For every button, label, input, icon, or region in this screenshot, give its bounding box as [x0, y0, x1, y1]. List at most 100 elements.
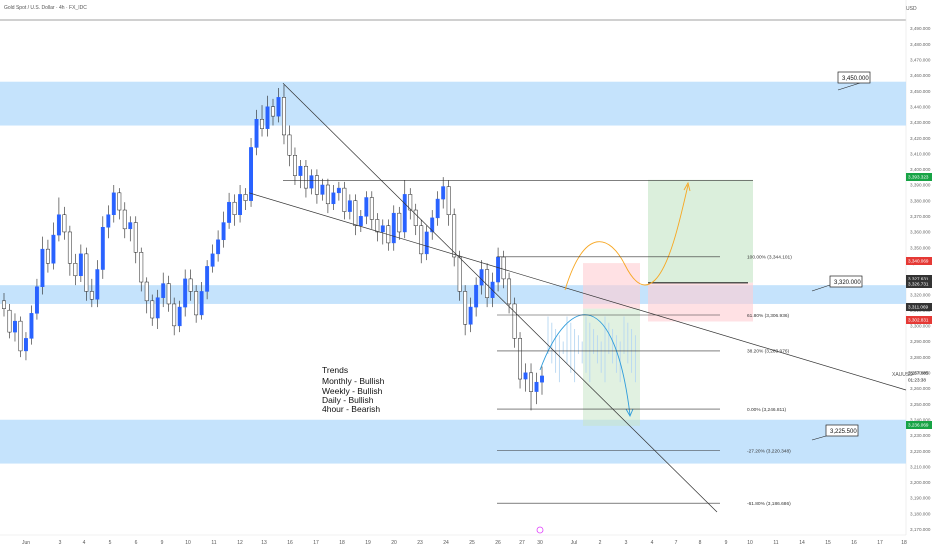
price-tick-label: 3,260.000	[910, 386, 931, 391]
time-tick-label: 17	[313, 540, 319, 546]
trend-drawings	[248, 83, 907, 513]
price-tick-label: 3,370.000	[910, 214, 931, 219]
candle	[122, 202, 127, 239]
price-tick-label: 3,490.000	[910, 26, 931, 31]
candle	[474, 277, 479, 317]
candle	[303, 159, 308, 198]
price-tick-label: 3,300.000	[910, 324, 931, 329]
candle	[309, 169, 314, 195]
price-tick-label: 3,250.000	[910, 402, 931, 407]
price-badge: 3,311.069	[906, 303, 932, 311]
time-tick-label: 23	[417, 540, 423, 546]
candle	[166, 275, 171, 312]
candle	[2, 292, 6, 317]
position-boxes	[583, 179, 753, 426]
candle	[106, 205, 111, 239]
candle	[144, 277, 149, 314]
candle	[177, 300, 182, 333]
time-tick-label: 24	[443, 540, 449, 546]
candlestick-series	[2, 84, 636, 411]
price-tick-label: 3,480.000	[910, 42, 931, 47]
candle	[347, 194, 352, 220]
candle	[45, 239, 50, 273]
time-tick-label: Jul	[571, 540, 577, 546]
price-badge: 3,340.069	[906, 257, 932, 265]
candle	[452, 208, 457, 267]
candle	[243, 188, 248, 211]
candle	[331, 185, 336, 211]
price-tick-label: 3,190.000	[910, 496, 931, 501]
time-tick-label: 9	[161, 540, 164, 546]
candle	[358, 210, 363, 232]
price-callout-3450[interactable]: 3,450.000	[837, 71, 871, 91]
candle	[199, 282, 204, 320]
trend-weekly: Weekly - Bullish	[322, 386, 383, 396]
zone-band	[0, 81, 906, 126]
candle	[353, 194, 358, 236]
candle	[100, 216, 105, 279]
fib-level-label: 38.20% (3,283.976)	[747, 349, 790, 355]
price-badge: 3,267.885	[908, 371, 929, 376]
price-tick-label: 3,320.000	[910, 292, 931, 297]
candle	[40, 236, 45, 295]
candle	[293, 147, 297, 185]
time-tick-label: 11	[773, 540, 778, 546]
candle	[380, 219, 385, 245]
trend-daily: Daily - Bullish	[322, 395, 374, 405]
time-tick-label: 16	[287, 540, 293, 546]
price-tick-label: 3,430.000	[910, 120, 931, 125]
svg-text:3,340.069: 3,340.069	[908, 259, 929, 264]
time-tick-label: 11	[211, 540, 216, 546]
candle	[133, 216, 138, 264]
time-tick-label: 3	[59, 540, 62, 546]
candle	[67, 225, 72, 276]
svg-text:3,393.323: 3,393.323	[908, 175, 929, 180]
time-axis[interactable]: Jun 3 4 5 6 9 10 11 12 13 16 17 18 19 20 23 24 25 26 27 30 Ju…	[22, 540, 907, 546]
short-target-box	[583, 308, 640, 426]
candle	[287, 125, 292, 167]
candle	[424, 225, 429, 261]
candle	[282, 84, 286, 145]
bullish-path-arrow	[564, 184, 689, 291]
candle	[111, 185, 116, 223]
time-tick-label: 19	[365, 540, 371, 546]
svg-text:3,311.069: 3,311.069	[908, 305, 929, 310]
price-callout-3320[interactable]: 3,320.000	[811, 275, 863, 292]
price-badge: 3,393.323	[906, 173, 932, 181]
callout-label: 3,320.000	[834, 280, 861, 286]
candle	[210, 244, 215, 273]
fibonacci-levels: 100.00% (3,344.101) 61.80% (3,306.936) 38.…	[497, 255, 792, 507]
price-tick-label: 3,180.000	[910, 511, 931, 516]
candle	[62, 206, 67, 240]
time-tick-label: Jun	[22, 540, 30, 546]
price-callout-3225[interactable]: 3,225.500	[811, 424, 859, 441]
candle	[369, 191, 374, 229]
candle	[441, 177, 446, 209]
price-badge: 01:23:38	[908, 378, 926, 383]
svg-text:3,327.631: 3,327.631	[908, 277, 929, 282]
time-tick-label: 27	[519, 540, 525, 546]
time-tick-label: 14	[799, 540, 805, 546]
price-tick-label: 3,360.000	[910, 230, 931, 235]
candle	[51, 222, 56, 270]
candle	[13, 313, 17, 342]
time-tick-label: 9	[725, 540, 728, 546]
candle	[18, 316, 23, 358]
candle	[314, 169, 319, 204]
time-tick-label: 26	[495, 540, 501, 546]
event-marker-icon[interactable]	[536, 526, 544, 534]
time-tick-label: 8	[699, 540, 702, 546]
svg-text:01:23:38: 01:23:38	[908, 378, 926, 383]
price-tick-label: 3,240.000	[910, 417, 931, 422]
trends-title: Trends	[322, 365, 348, 375]
price-tick-label: 3,420.000	[910, 136, 931, 141]
candle	[205, 260, 210, 300]
candle	[271, 98, 275, 126]
zone-band	[0, 419, 906, 464]
candle	[183, 269, 188, 317]
time-tick-label: 4	[651, 540, 654, 546]
candle	[216, 230, 221, 262]
price-tick-label: 3,170.000	[910, 527, 931, 532]
